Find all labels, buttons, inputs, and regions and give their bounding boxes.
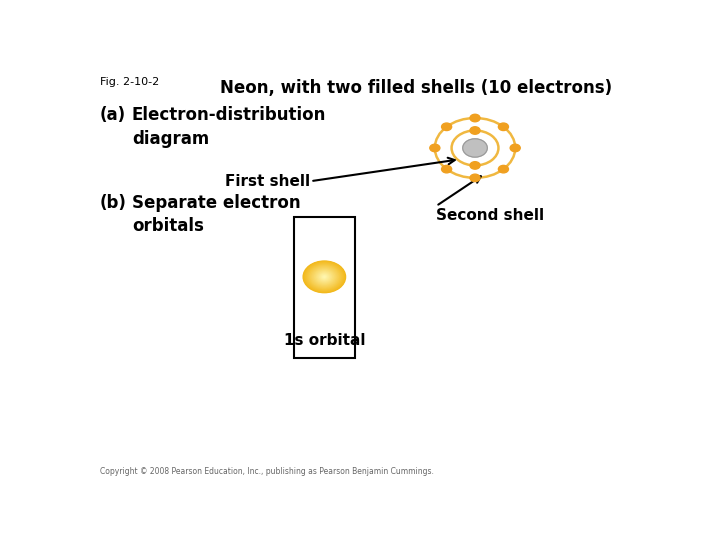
Ellipse shape	[305, 262, 343, 291]
Bar	[294, 217, 355, 358]
Text: Electron-distribution
diagram: Electron-distribution diagram	[132, 106, 326, 148]
Text: First shell: First shell	[225, 174, 310, 188]
Ellipse shape	[320, 274, 328, 280]
Ellipse shape	[310, 266, 339, 288]
Text: (b): (b)	[100, 194, 127, 212]
Circle shape	[498, 165, 508, 173]
Circle shape	[441, 123, 451, 131]
Ellipse shape	[309, 265, 340, 288]
Ellipse shape	[306, 263, 343, 291]
Text: 1s orbital: 1s orbital	[284, 333, 365, 348]
Ellipse shape	[322, 275, 327, 279]
Text: Second shell: Second shell	[436, 208, 544, 223]
Ellipse shape	[307, 264, 342, 290]
Ellipse shape	[323, 275, 326, 279]
Ellipse shape	[307, 264, 341, 289]
Circle shape	[510, 144, 521, 152]
Ellipse shape	[312, 268, 336, 286]
Ellipse shape	[313, 268, 336, 285]
Circle shape	[470, 127, 480, 134]
Ellipse shape	[315, 269, 334, 284]
Circle shape	[470, 174, 480, 181]
Ellipse shape	[311, 267, 338, 287]
Ellipse shape	[320, 273, 329, 281]
Ellipse shape	[318, 272, 330, 281]
Ellipse shape	[323, 276, 325, 278]
Circle shape	[470, 114, 480, 122]
Text: Separate electron
orbitals: Separate electron orbitals	[132, 194, 300, 235]
Ellipse shape	[324, 276, 325, 278]
Ellipse shape	[316, 271, 333, 283]
Text: Copyright © 2008 Pearson Education, Inc., publishing as Pearson Benjamin Cumming: Copyright © 2008 Pearson Education, Inc.…	[100, 467, 434, 476]
Text: Neon, with two filled shells (10 electrons): Neon, with two filled shells (10 electro…	[220, 79, 613, 97]
Ellipse shape	[314, 269, 335, 285]
Ellipse shape	[312, 267, 337, 286]
Circle shape	[463, 139, 487, 157]
Ellipse shape	[315, 270, 333, 284]
Circle shape	[498, 123, 508, 131]
Ellipse shape	[321, 274, 328, 280]
Ellipse shape	[303, 261, 346, 293]
Circle shape	[430, 144, 440, 152]
Ellipse shape	[310, 266, 338, 287]
Circle shape	[470, 161, 480, 169]
Ellipse shape	[318, 272, 331, 282]
Ellipse shape	[317, 271, 332, 282]
Ellipse shape	[319, 273, 330, 281]
Ellipse shape	[304, 261, 345, 292]
Text: Fig. 2-10-2: Fig. 2-10-2	[100, 77, 159, 87]
Text: (a): (a)	[100, 106, 126, 124]
Ellipse shape	[308, 265, 341, 289]
Circle shape	[441, 165, 451, 173]
Ellipse shape	[305, 262, 344, 292]
